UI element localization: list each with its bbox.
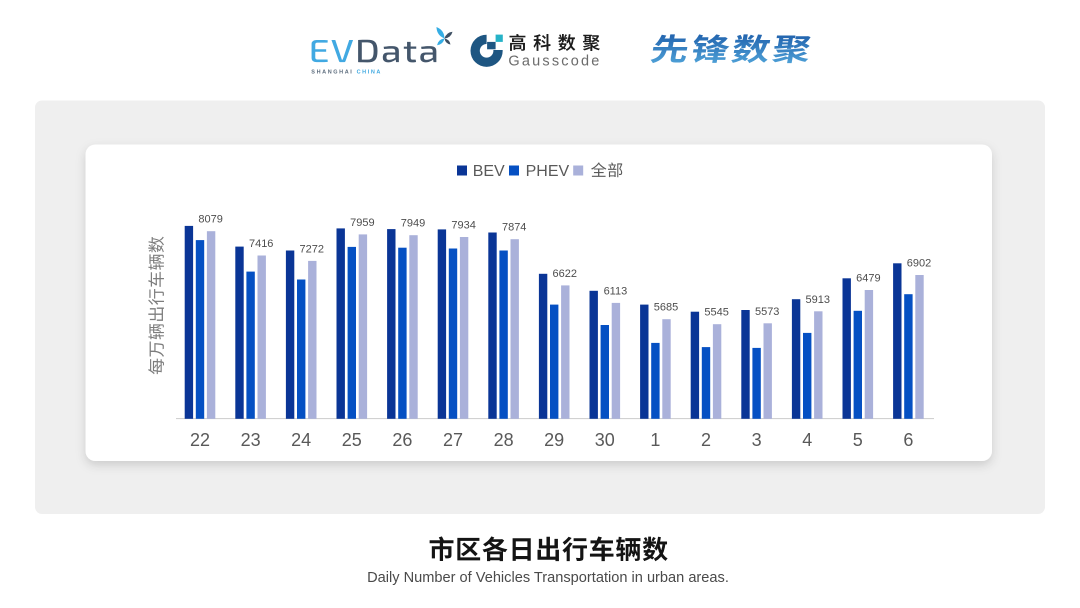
svg-text:23: 23 [241,430,261,450]
svg-text:6113: 6113 [604,285,628,297]
svg-text:7959: 7959 [350,217,374,229]
svg-text:3: 3 [752,430,762,450]
svg-text:6479: 6479 [856,273,880,285]
svg-text:Gausscode: Gausscode [508,54,601,70]
svg-text:25: 25 [342,430,362,450]
svg-text:28: 28 [494,430,514,450]
svg-text:22: 22 [190,430,210,450]
svg-text:7949: 7949 [401,218,425,230]
svg-text:26: 26 [392,430,412,450]
svg-text:30: 30 [595,430,615,450]
svg-text:2: 2 [701,430,711,450]
svg-text:27: 27 [443,430,463,450]
svg-text:5: 5 [853,430,863,450]
svg-text:7874: 7874 [502,222,526,234]
svg-text:Daily Number of Vehicles Trans: Daily Number of Vehicles Transportation … [367,570,729,586]
svg-text:6902: 6902 [907,258,931,270]
svg-text:29: 29 [544,430,564,450]
svg-text:PHEV: PHEV [526,163,570,180]
svg-text:6: 6 [903,430,913,450]
svg-text:SHANGHAI CHINA: SHANGHAI CHINA [311,69,382,75]
svg-text:6622: 6622 [553,268,577,280]
svg-text:BEV: BEV [473,163,505,180]
svg-text:24: 24 [291,430,311,450]
svg-text:5545: 5545 [704,307,728,319]
svg-text:5913: 5913 [806,294,830,306]
svg-text:4: 4 [802,430,812,450]
svg-text:5685: 5685 [654,302,678,314]
svg-text:7272: 7272 [300,243,324,255]
svg-text:5573: 5573 [755,306,779,318]
svg-text:7934: 7934 [451,220,475,232]
svg-text:1: 1 [650,430,660,450]
svg-text:7416: 7416 [249,238,273,250]
svg-text:8079: 8079 [198,214,222,226]
